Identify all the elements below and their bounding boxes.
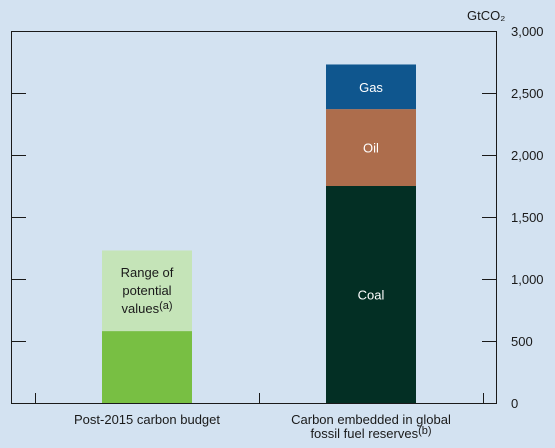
y-tick-label: 2,000 [511,148,544,163]
segment-label: potential [122,283,171,298]
bar-segment [326,64,416,110]
bar-segment [326,186,416,403]
x-ticks-layer [35,393,484,403]
bar-segment [102,331,192,403]
segment-label: Coal [358,288,385,303]
bar-segment [326,109,416,186]
bars-layer [102,64,416,403]
x-category-superscript: (b) [418,425,431,437]
y-tick-label: 2,500 [511,86,544,101]
x-category-label: Post-2015 carbon budget [74,412,220,427]
segment-labels-layer: Range of potential values(a) Coal Oil Gas [121,80,385,316]
y-tick-label: 1,000 [511,272,544,287]
x-labels-layer: Post-2015 carbon budget Carbon embedded i… [74,412,451,441]
y-ticks-layer: 0 500 1,000 1,500 2,000 2,500 3,000 [12,24,544,411]
x-category-label: fossil fuel reserves(b) [310,425,431,441]
x-category-label: Carbon embedded in global [291,412,451,427]
y-tick-label: 0 [511,396,518,411]
segment-label: Gas [359,80,383,95]
segment-label: values(a) [121,300,172,316]
y-tick-label: 1,500 [511,210,544,225]
segment-label: Oil [363,141,379,156]
segment-label: Range of [121,265,174,280]
bar-segment [102,250,192,332]
y-tick-label: 500 [511,334,533,349]
plot-frame [11,31,497,404]
unit-label: GtCO₂ [467,8,505,23]
segment-label-superscript: (a) [159,300,172,312]
y-tick-label: 3,000 [511,24,544,39]
